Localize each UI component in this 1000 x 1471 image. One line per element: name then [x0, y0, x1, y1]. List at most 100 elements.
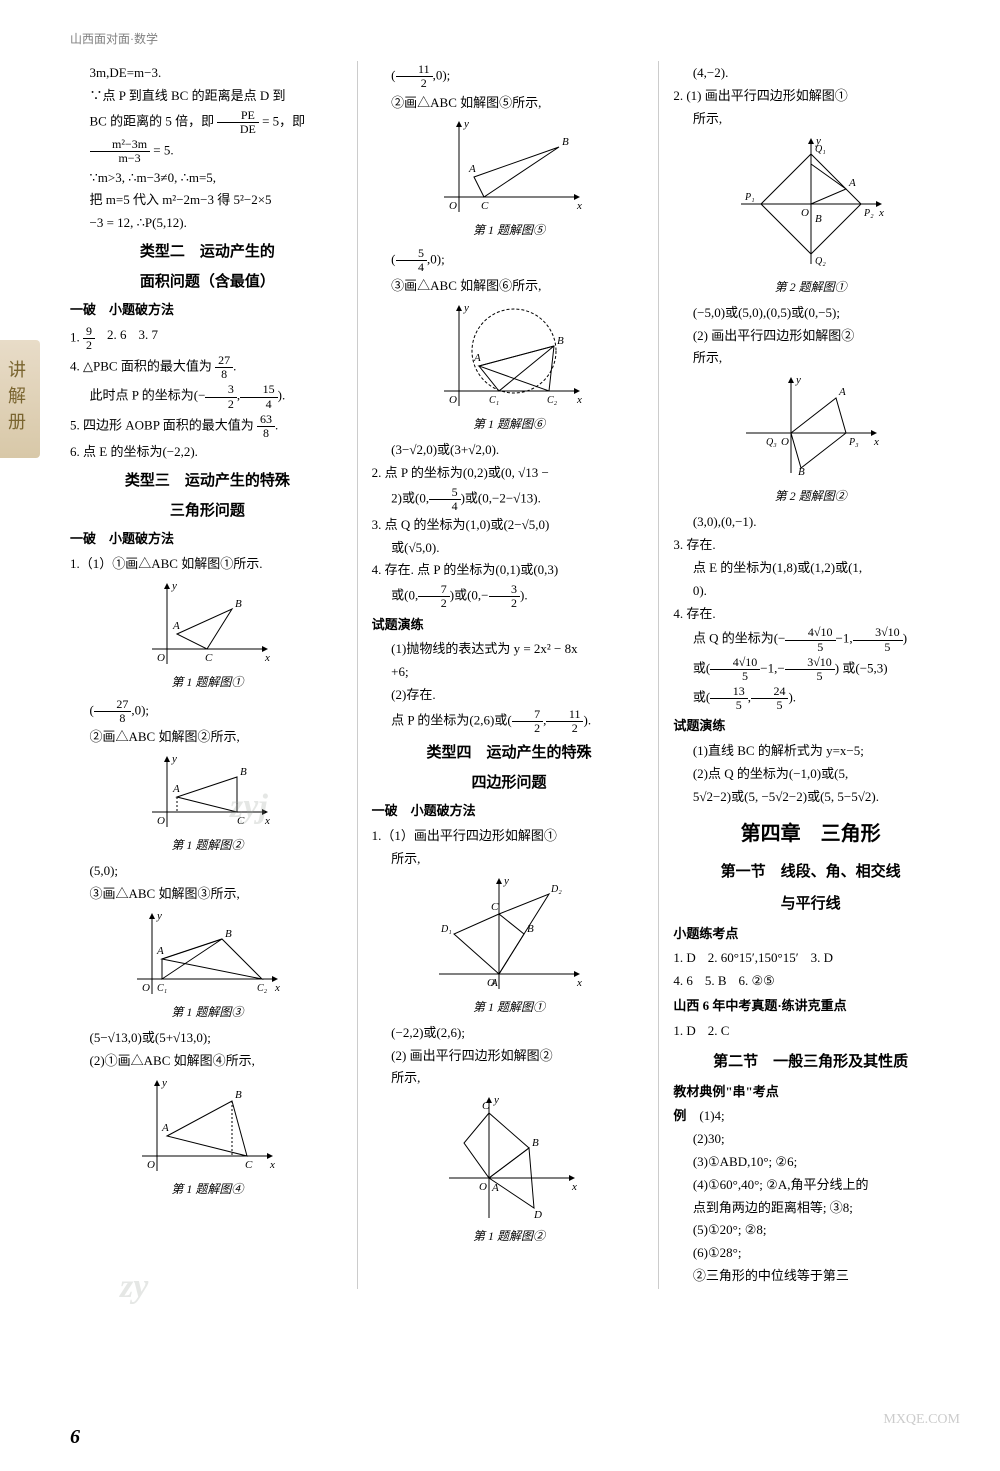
page-number: 6: [70, 1421, 80, 1453]
text-line: −3 = 12, ∴P(5,12).: [70, 213, 345, 234]
running-head: 山西面对面·数学: [70, 30, 960, 49]
subheading: 试题演练: [372, 615, 647, 636]
text-line: ②画△ABC 如解图⑤所示,: [372, 93, 647, 114]
svg-text:C: C: [482, 1100, 490, 1112]
svg-text:x: x: [576, 200, 582, 212]
chapter-title: 第四章 三角形: [673, 818, 948, 850]
svg-text:C₁: C₁: [489, 395, 499, 406]
text-line: 所示,: [372, 849, 647, 870]
subheading: 一破 小题破方法: [70, 529, 345, 550]
text-line: 点到角两边的距离相等; ③8;: [673, 1198, 948, 1219]
figure-caption: 第 1 题解图②: [70, 836, 345, 855]
text-line: (1)直线 BC 的解析式为 y=x−5;: [673, 741, 948, 762]
svg-text:A: A: [156, 945, 164, 957]
text-line: ②三角形的中位线等于第三: [673, 1266, 948, 1287]
svg-text:D₂: D₂: [550, 884, 562, 895]
figure-caption: 第 1 题解图④: [70, 1180, 345, 1199]
svg-text:A: A: [473, 352, 481, 364]
text-line: (2)存在.: [372, 685, 647, 706]
svg-text:O: O: [479, 1181, 487, 1193]
svg-text:B: B: [798, 466, 805, 478]
answer-line: 此时点 P 的坐标为(−32,154).: [70, 383, 345, 410]
svg-text:O: O: [487, 977, 495, 989]
text-line: (3)①ABD,10°; ②6;: [673, 1152, 948, 1173]
svg-text:B: B: [235, 598, 242, 610]
svg-text:O: O: [781, 436, 789, 448]
figure-1: A B C O x y: [137, 579, 277, 669]
section-title: 第二节 一般三角形及其性质: [673, 1050, 948, 1074]
text-line: 1.（1）画出平行四边形如解图①: [372, 826, 647, 847]
text-line: 5√2−2)或(5, −5√2−2)或(5, 5−5√2).: [673, 787, 948, 808]
answer-row: 1. D2. C: [673, 1021, 948, 1042]
svg-text:y: y: [463, 302, 469, 314]
answer-line: 4. △PBC 面积的最大值为 278.: [70, 354, 345, 381]
section-title: 第一节 线段、角、相交线: [673, 860, 948, 884]
subheading: 教材典例"串"考点: [673, 1082, 948, 1103]
text-line: 1.（1）①画△ABC 如解图①所示.: [70, 554, 345, 575]
figure-caption: 第 2 题解图①: [673, 278, 948, 297]
svg-text:Q₂: Q₂: [815, 256, 826, 267]
text-line: ③画△ABC 如解图③所示,: [70, 884, 345, 905]
text-line: (2) 画出平行四边形如解图②: [372, 1046, 647, 1067]
svg-text:y: y: [815, 135, 821, 147]
svg-text:B: B: [532, 1137, 539, 1149]
heading: 类型二 运动产生的: [70, 240, 345, 264]
svg-text:D: D: [533, 1209, 542, 1221]
text-line: 或(0,72)或(0,−32).: [372, 583, 647, 610]
svg-text:y: y: [156, 910, 162, 922]
svg-text:x: x: [576, 977, 582, 989]
figure-q1: A B C D₁ D₂ O x y: [429, 874, 589, 994]
text-line: 例 (1)4;: [673, 1106, 948, 1127]
figure-2: A B C O x y: [137, 752, 277, 832]
svg-text:A: A: [172, 620, 180, 632]
svg-text:A: A: [838, 386, 846, 398]
answer-row: 4. 65. B6. ②⑤: [673, 971, 948, 992]
heading: 面积问题（含最值）: [70, 270, 345, 294]
svg-text:y: y: [171, 580, 177, 592]
text-line: 2. (1) 画出平行四边形如解图①: [673, 86, 948, 107]
text-line: m²−3mm−3 = 5.: [70, 138, 345, 165]
svg-text:x: x: [264, 652, 270, 664]
text-line: (4)①60°,40°; ②A,角平分线上的: [673, 1175, 948, 1196]
svg-text:B: B: [562, 136, 569, 148]
svg-text:B: B: [240, 766, 247, 778]
text-line: 4. 存在.: [673, 604, 948, 625]
svg-text:y: y: [171, 753, 177, 765]
svg-text:C₁: C₁: [157, 983, 167, 994]
answer-row: 1. D2. 60°15′,150°15′3. D: [673, 948, 948, 969]
figure-caption: 第 1 题解图③: [70, 1003, 345, 1022]
svg-text:B: B: [557, 335, 564, 347]
svg-text:x: x: [576, 394, 582, 406]
text-line: (5)①20°; ②8;: [673, 1220, 948, 1241]
text-line: (2)①画△ABC 如解图④所示,: [70, 1051, 345, 1072]
svg-text:P₁: P₁: [744, 192, 755, 203]
figure-caption: 第 1 题解图①: [70, 673, 345, 692]
svg-text:O: O: [449, 200, 457, 212]
text-line: 4. 存在. 点 P 的坐标为(0,1)或(0,3): [372, 560, 647, 581]
svg-text:x: x: [269, 1159, 275, 1171]
svg-text:C: C: [205, 652, 213, 664]
text-line: (2)点 Q 的坐标为(−1,0)或(5,: [673, 764, 948, 785]
section-title: 与平行线: [673, 892, 948, 916]
text-line: 2)或(0,54)或(0,−2−√13).: [372, 486, 647, 513]
text-line: 所示,: [372, 1068, 647, 1089]
text-line: (2)30;: [673, 1129, 948, 1150]
svg-text:A: A: [848, 177, 856, 189]
figure-3: A B C₁ C₂ O x y: [127, 909, 287, 999]
svg-text:C: C: [481, 200, 489, 212]
heading: 类型三 运动产生的特殊: [70, 469, 345, 493]
svg-text:C₂: C₂: [257, 983, 268, 994]
svg-text:A: A: [172, 783, 180, 795]
svg-text:B: B: [815, 213, 822, 225]
text-line: BC 的距离的 5 倍，即 PEDE = 5，即: [70, 109, 345, 136]
figure-caption: 第 2 题解图②: [673, 487, 948, 506]
text-line: (1)抛物线的表达式为 y = 2x² − 8x: [372, 639, 647, 660]
svg-text:x: x: [571, 1181, 577, 1193]
text-line: (−5,0)或(5,0),(0,5)或(0,−5);: [673, 303, 948, 324]
text-line: (54,0);: [372, 247, 647, 274]
text-line: (4,−2).: [673, 63, 948, 84]
svg-text:B: B: [235, 1089, 242, 1101]
text-line: (3−√2,0)或(3+√2,0).: [372, 440, 647, 461]
figure-caption: 第 1 题解图②: [372, 1227, 647, 1246]
svg-text:O: O: [142, 982, 150, 994]
